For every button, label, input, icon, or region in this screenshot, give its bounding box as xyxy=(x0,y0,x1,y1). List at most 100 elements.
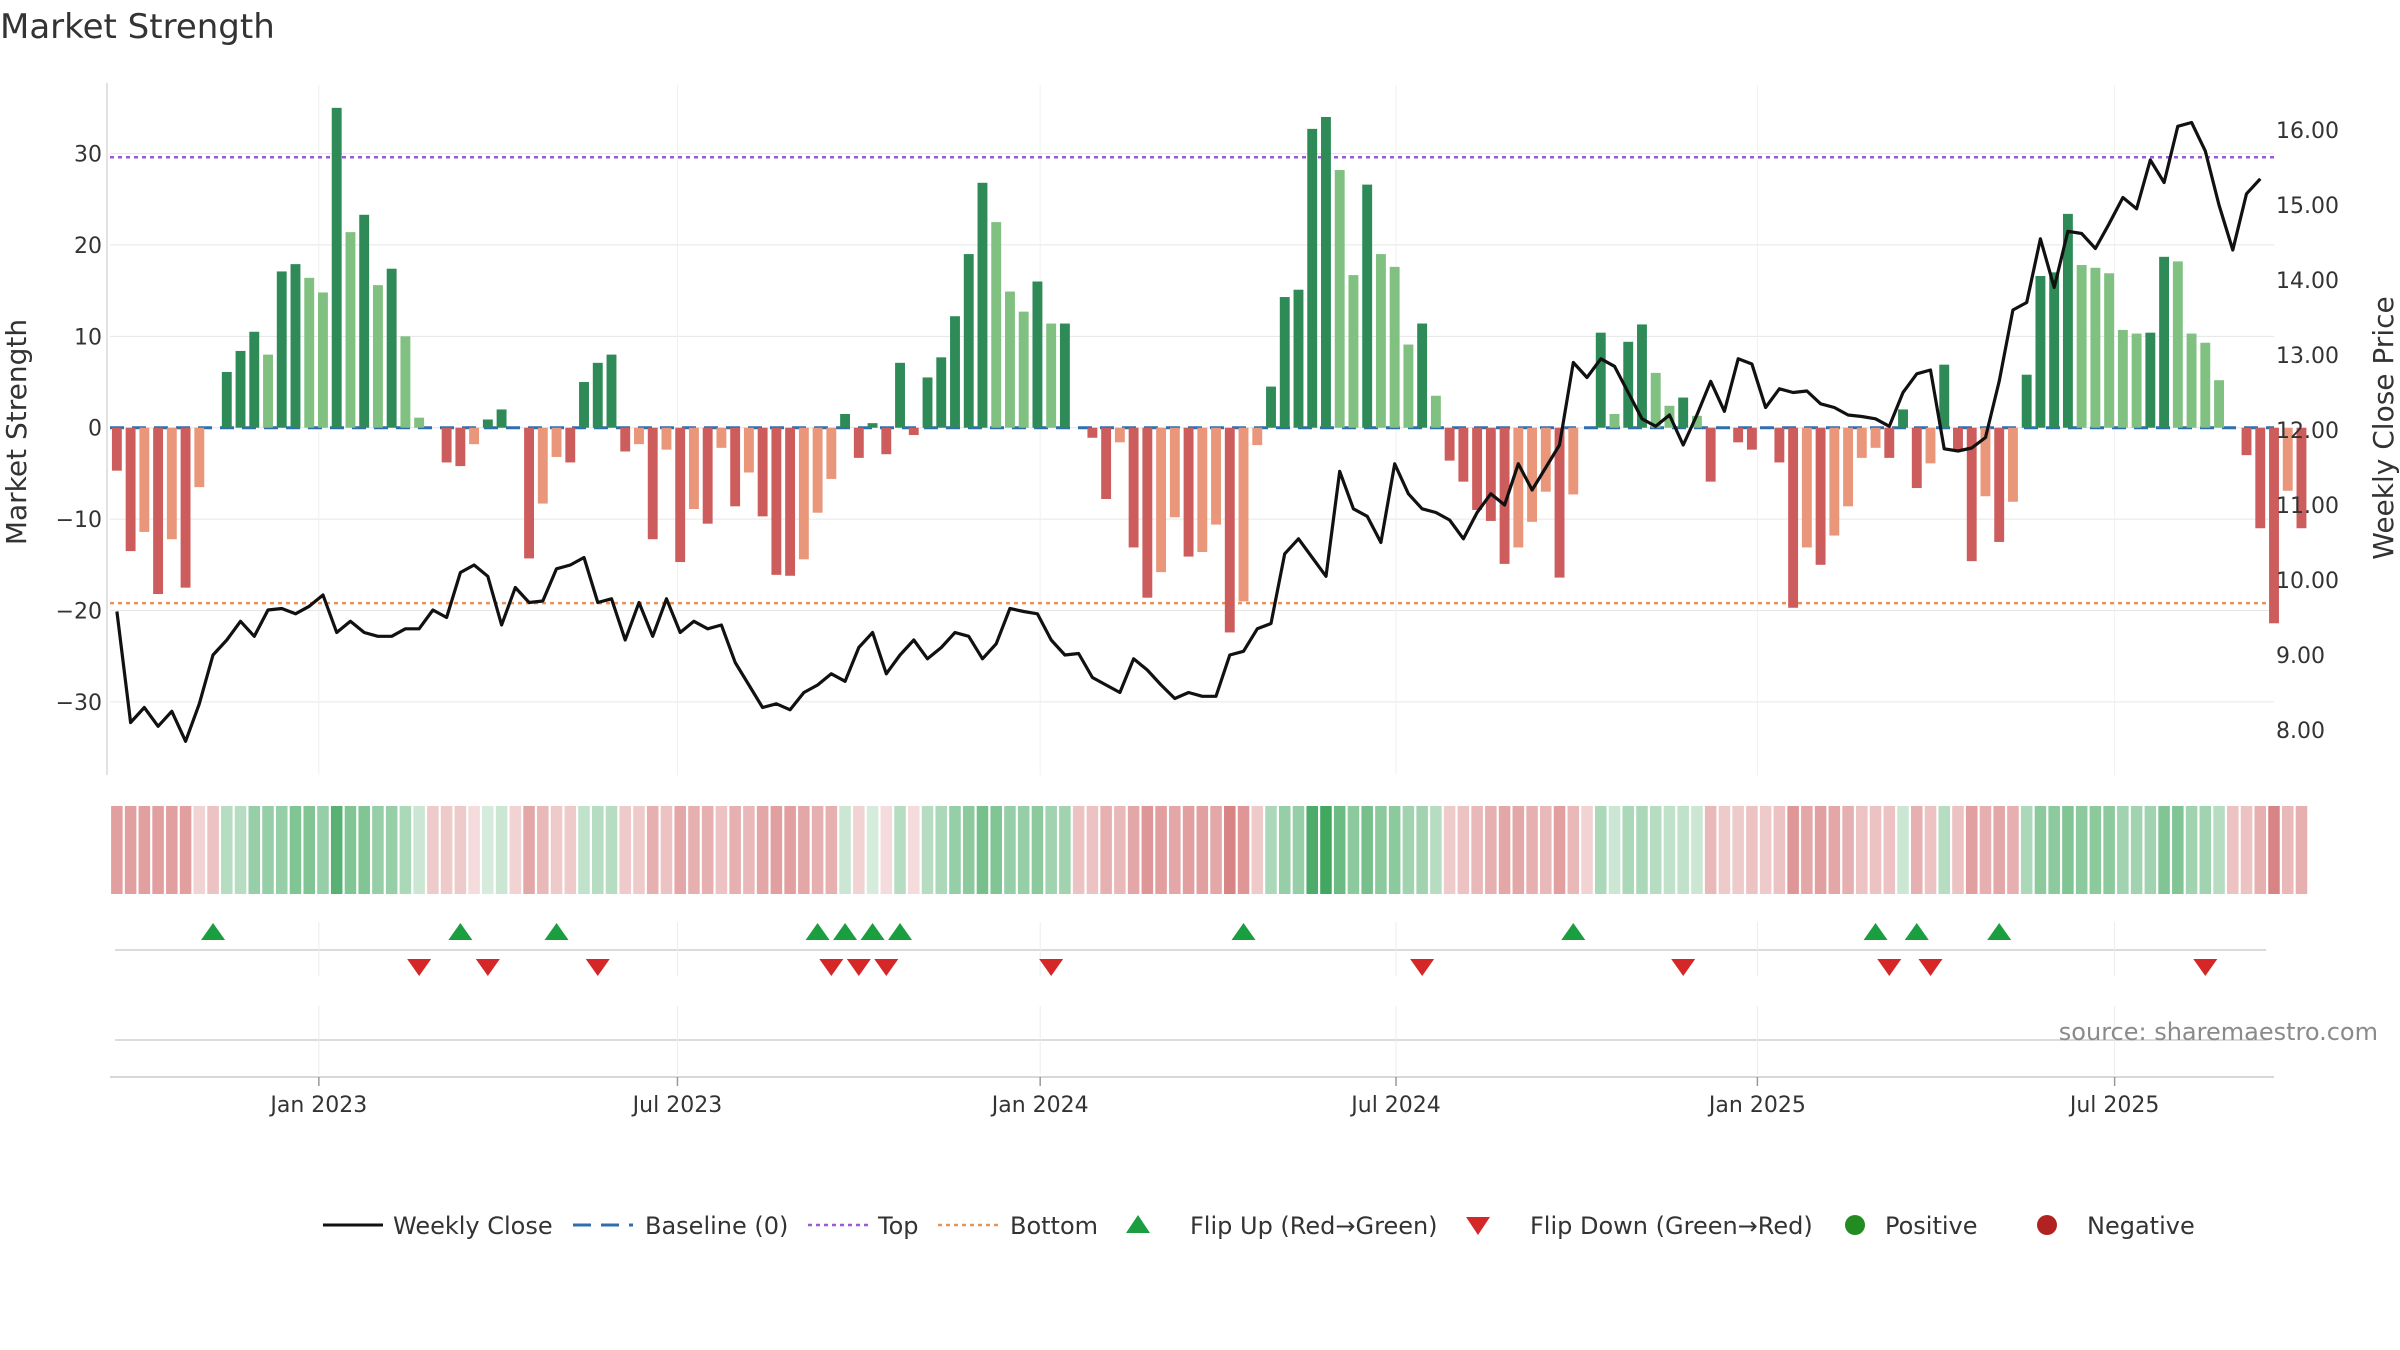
strength-bar xyxy=(881,427,892,455)
heatmap-cell xyxy=(317,806,329,894)
strength-bar xyxy=(2076,265,2087,428)
strength-bar xyxy=(1266,386,1276,428)
y-tick-label-right: 10.00 xyxy=(2276,569,2339,594)
weekly-close-line xyxy=(115,120,2262,743)
flip-up-marker xyxy=(860,923,885,940)
strength-bar xyxy=(551,427,562,457)
heatmap-cell xyxy=(908,806,920,894)
strength-bar xyxy=(565,427,576,463)
legend-label-top: Top xyxy=(877,1212,919,1240)
heatmap-cell xyxy=(2075,806,2088,894)
heatmap-cell xyxy=(344,806,357,894)
strength-bar xyxy=(1307,128,1318,428)
strength-bar xyxy=(1101,427,1112,499)
strength-bar xyxy=(1211,427,1221,525)
strength-bar xyxy=(579,382,589,428)
strength-bar xyxy=(592,362,603,428)
heatmap-cell xyxy=(1333,806,1346,894)
strength-bar xyxy=(1939,364,1950,428)
flip-down-marker xyxy=(874,959,899,976)
heatmap-cell xyxy=(2172,806,2184,894)
flip-down-marker xyxy=(2193,959,2218,976)
strength-heatmap xyxy=(111,806,2308,894)
strength-bar xyxy=(606,354,617,428)
strength-bar xyxy=(1224,427,1235,633)
heatmap-cell xyxy=(482,806,494,894)
heatmap-cell xyxy=(839,806,851,894)
strength-bar xyxy=(798,427,809,560)
strength-bar xyxy=(1623,341,1634,428)
strength-bar xyxy=(1005,291,1015,428)
heatmap-cell xyxy=(770,806,783,894)
legend-label-baseline: Baseline (0) xyxy=(645,1212,788,1240)
heatmap-cell xyxy=(275,806,288,894)
heatmap-cell xyxy=(248,806,261,894)
heatmap-cell xyxy=(399,806,412,894)
strength-bars xyxy=(111,107,2307,633)
strength-bar xyxy=(249,331,260,428)
heatmap-cell xyxy=(1045,806,1057,894)
y-axis-label-right: Weekly Close Price xyxy=(2367,296,2400,559)
heatmap-cell xyxy=(495,806,508,894)
heatmap-cell xyxy=(1704,806,1717,894)
strength-bar xyxy=(2200,342,2211,428)
heatmap-cell xyxy=(866,806,879,894)
y-tick-label-left: 0 xyxy=(88,417,102,442)
heatmap-cell xyxy=(564,806,577,894)
strength-bar xyxy=(1870,427,1881,448)
heatmap-cell xyxy=(1237,806,1250,894)
strength-bar xyxy=(1128,427,1139,548)
strength-bar xyxy=(991,222,1002,428)
heatmap-cell xyxy=(921,806,934,894)
heatmap-cell xyxy=(660,806,673,894)
strength-bar xyxy=(496,409,507,428)
heatmap-cell xyxy=(976,806,989,894)
heatmap-cell xyxy=(949,806,961,894)
heatmap-cell xyxy=(2295,806,2308,894)
heatmap-cell xyxy=(2227,806,2239,894)
strength-bar xyxy=(1678,397,1689,428)
heatmap-cell xyxy=(1938,806,1951,894)
heatmap-cell xyxy=(2185,806,2198,894)
heatmap-cell xyxy=(1649,806,1662,894)
heatmap-cell xyxy=(2062,806,2074,894)
strength-bar xyxy=(1499,427,1510,564)
y-tick-label-left: 20 xyxy=(74,234,102,259)
heatmap-cell xyxy=(1224,806,1236,894)
strength-bar xyxy=(2007,427,2018,502)
heatmap-cell xyxy=(619,806,632,894)
strength-bar xyxy=(1705,427,1716,482)
heatmap-cell xyxy=(440,806,453,894)
heatmap-cell xyxy=(935,806,948,894)
strength-bar xyxy=(1650,372,1661,428)
strength-bar xyxy=(1472,427,1483,510)
heatmap-cell xyxy=(1581,806,1593,894)
flip-down-marker xyxy=(1918,959,1943,976)
y-tick-label-right: 16.00 xyxy=(2276,119,2339,144)
strength-bar xyxy=(2117,329,2128,428)
heatmap-cell xyxy=(413,806,425,894)
strength-bar xyxy=(743,427,754,473)
strength-bar xyxy=(166,427,177,540)
heatmap-cell xyxy=(2158,806,2170,894)
strength-bar xyxy=(1059,323,1070,428)
flip-up-marker xyxy=(888,923,913,940)
strength-bar xyxy=(1884,427,1895,458)
heatmap-cell xyxy=(1622,806,1635,894)
heatmap-cell xyxy=(2240,806,2253,894)
flip-up-marker xyxy=(544,923,569,940)
flip-down-marker xyxy=(1671,959,1696,976)
heatmap-cell xyxy=(894,806,906,894)
heatmap-cell xyxy=(303,806,315,894)
strength-bar xyxy=(455,427,466,467)
strength-bar xyxy=(537,427,548,504)
heatmap-cell xyxy=(207,806,219,894)
heatmap-cell xyxy=(138,806,151,894)
strength-bar xyxy=(2049,272,2060,428)
heatmap-cell xyxy=(811,806,824,894)
heatmap-cell xyxy=(1801,806,1813,894)
strength-bar xyxy=(2131,333,2142,428)
legend-label-negative: Negative xyxy=(2087,1212,2195,1240)
heatmap-cell xyxy=(509,806,522,894)
heatmap-cell xyxy=(1306,806,1318,894)
